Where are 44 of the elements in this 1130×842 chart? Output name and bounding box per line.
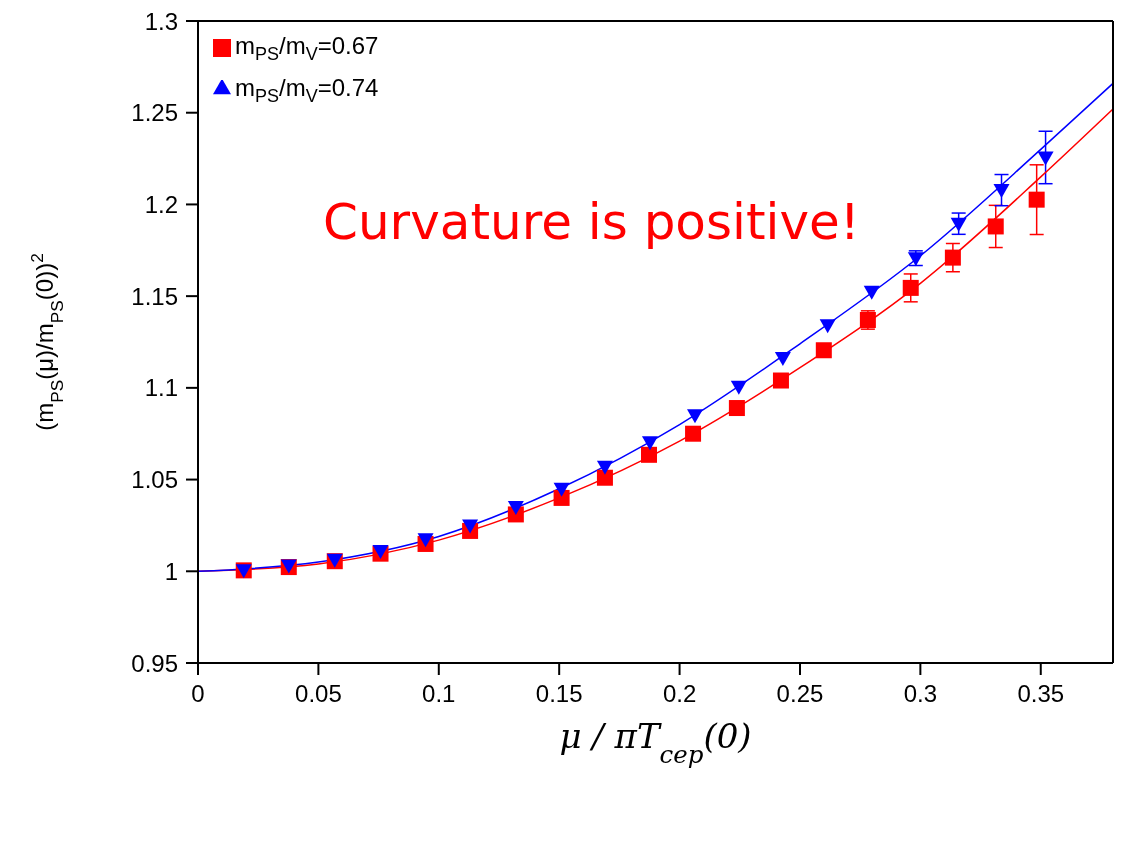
point [987, 218, 1004, 235]
point [1028, 191, 1045, 208]
y-tick-label: 1.2 [144, 190, 178, 218]
point [950, 217, 967, 232]
point [993, 184, 1010, 199]
point [507, 501, 524, 516]
point [417, 533, 434, 548]
x-tick-label: 0.1 [422, 680, 456, 708]
point [772, 372, 789, 389]
point [1037, 151, 1054, 166]
y-tick-label: 1.15 [131, 282, 178, 310]
point [730, 380, 747, 395]
y-tick-label: 1.05 [131, 466, 178, 494]
point [774, 351, 791, 366]
y-tick-label: 1 [164, 557, 178, 585]
y-tick-label: 1.1 [144, 374, 178, 402]
x-tick-label: 0.05 [295, 680, 342, 708]
point [815, 342, 832, 359]
point [728, 400, 745, 417]
point [685, 425, 702, 442]
y-tick-label: 0.95 [131, 649, 178, 677]
y-tick-label: 1.3 [144, 7, 178, 35]
legend-label: m$_{PS}$/m$_{V}$=0.74 [235, 73, 379, 106]
x-tick-label: 0.2 [662, 680, 697, 708]
point [641, 436, 658, 451]
x-tick-label: 0.35 [1017, 680, 1065, 708]
point [553, 482, 570, 497]
point [902, 279, 919, 296]
point [596, 460, 613, 475]
x-axis-title: μ / πT$_{cep}$(0) [559, 716, 752, 769]
x-tick-label: 0.15 [535, 680, 583, 708]
x-tick-label: 0 [191, 680, 205, 708]
point [686, 409, 703, 424]
point [863, 285, 880, 300]
legend-label: m$_{PS}$/m$_{V}$=0.67 [235, 32, 379, 64]
point [462, 519, 479, 534]
point [641, 446, 657, 463]
point [819, 319, 836, 334]
x-tick-label: 0.25 [776, 680, 824, 708]
point [944, 249, 961, 266]
x-tick-label: 0.3 [903, 680, 938, 708]
y-tick-label: 1.25 [131, 99, 178, 127]
annotation: Curvature is positive! [323, 193, 860, 251]
point [596, 469, 613, 486]
